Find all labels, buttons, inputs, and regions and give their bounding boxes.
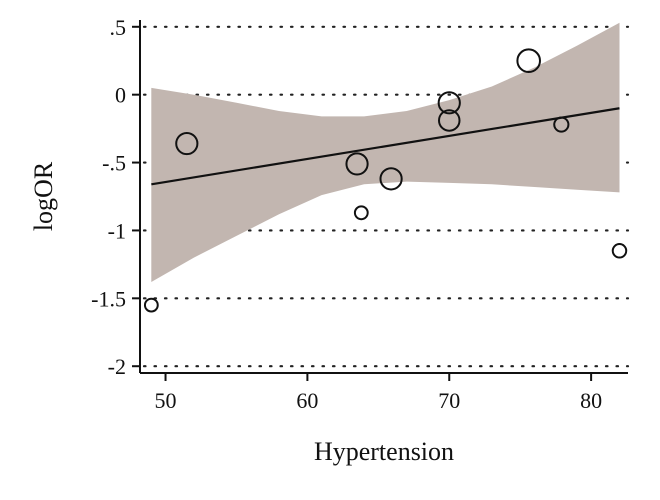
fit-line [151, 107, 620, 186]
y-axis-title: logOR [29, 161, 58, 231]
confidence-band-layer [151, 22, 620, 282]
data-point-6 [438, 109, 461, 132]
data-point-9 [611, 243, 628, 259]
y-tick-label-0: .5 [110, 15, 127, 40]
x-tick-label-0: 50 [155, 388, 177, 413]
tick-labels: .5 0 -.5 -1 -1.5 -2 50 60 70 80 [91, 15, 602, 413]
data-points [143, 48, 628, 313]
data-point-7 [516, 48, 541, 74]
data-point-4 [379, 167, 403, 191]
x-tick-label-1: 60 [296, 388, 318, 413]
axes [132, 20, 628, 381]
fit-line-layer [151, 107, 620, 186]
y-tick-label-2: -.5 [102, 151, 126, 176]
data-point-3 [353, 205, 369, 221]
x-axis-title: Hypertension [314, 437, 454, 466]
data-point-5 [437, 91, 461, 115]
data-point-8 [553, 116, 570, 133]
y-tick-label-3: -1 [108, 218, 126, 243]
y-tick-label-5: -2 [108, 354, 126, 379]
y-tick-label-4: -1.5 [91, 286, 126, 311]
data-point-1 [175, 131, 199, 156]
data-point-2 [345, 152, 369, 176]
data-point-0 [143, 297, 159, 313]
x-tick-label-3: 80 [580, 388, 602, 413]
y-tick-label-1: 0 [115, 83, 126, 108]
x-tick-label-2: 70 [438, 388, 460, 413]
confidence-band [151, 22, 620, 282]
